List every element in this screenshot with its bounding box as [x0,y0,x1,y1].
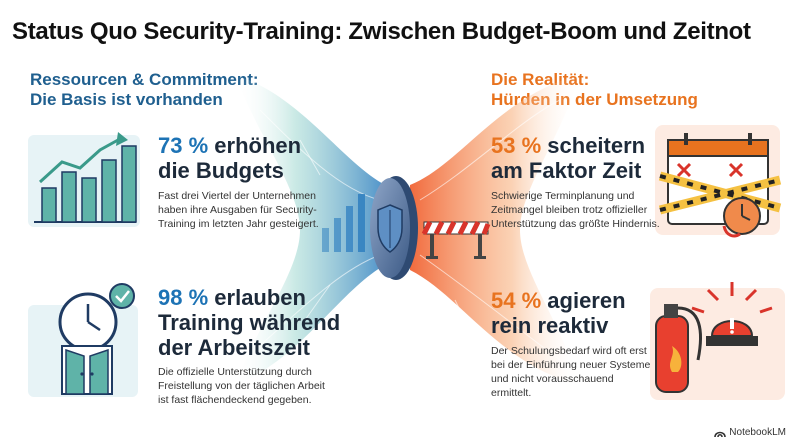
stat-headline-rest: erhöhen [214,133,302,158]
stat-headline: 98 % erlauben [158,285,358,310]
stat-number: 53 % [491,133,542,158]
page-title: Status Quo Security-Training: Zwischen B… [12,18,751,45]
stat-description: Schwierige Terminplanung und Zeitmangel … [491,189,661,231]
calendar-barrier-clock-icon [655,125,782,238]
stat-headline-line3: der Arbeitszeit [158,335,311,360]
stat-headline: 53 % scheitern [491,133,661,158]
fire-extinguisher-alarm-icon [650,282,785,400]
stat-headline: 54 % agieren [491,288,661,313]
desc-line: ermittelt. [491,387,532,399]
clock-door-checkmark-icon [28,283,138,397]
stat-headline-rest: erlauben [214,285,306,310]
desc-line: Training im letzten Jahr gesteigert. [158,218,319,230]
footer-brand: NotebookLM [714,427,786,438]
bar-chart-growth-icon [28,132,140,227]
desc-line: Der Schulungsbedarf wird oft erst [491,345,647,357]
left-heading-line2: Die Basis ist vorhanden [30,90,223,109]
stat-description: Die offizielle Unterstützung durch Freis… [158,365,358,407]
stat-number: 98 % [158,285,209,310]
desc-line: Fast drei Viertel der Unternehmen [158,190,316,202]
desc-line: Unterstützung das größte Hindernis. [491,218,660,230]
notebooklm-logo-icon [714,431,727,437]
stat-time-failure: 53 % scheitern am Faktor Zeit Schwierige… [491,133,661,231]
desc-line: Die offizielle Unterstützung durch [158,366,312,378]
footer-brand-label: NotebookLM [729,427,786,438]
stat-headline-line2: die Budgets [158,158,284,183]
desc-line: haben ihre Ausgaben für Security- [158,204,317,216]
stat-headline-line2: am Faktor Zeit [491,158,642,183]
stat-headline-rest: scheitern [547,133,646,158]
stat-headline-rest: agieren [547,288,626,313]
desc-line: bei der Einführung neuer Systeme [491,359,651,371]
stat-training-worktime: 98 % erlauben Training während der Arbei… [158,285,358,407]
stat-headline: 73 % erhöhen [158,133,358,158]
stat-number: 73 % [158,133,209,158]
left-heading-line1: Ressourcen & Commitment: [30,70,259,89]
barrier-icon [421,220,491,259]
left-section-heading: Ressourcen & Commitment: Die Basis ist v… [30,70,259,110]
stat-headline-line2: Training während [158,310,341,335]
stat-reactive: 54 % agieren rein reaktiv Der Schulungsb… [491,288,661,400]
shield-coin-icon [370,176,418,280]
stat-budget-increase: 73 % erhöhen die Budgets Fast drei Viert… [158,133,358,231]
stat-number: 54 % [491,288,542,313]
stat-description: Der Schulungsbedarf wird oft erst bei de… [491,344,661,400]
stat-description: Fast drei Viertel der Unternehmen haben … [158,189,358,231]
stat-headline-line2: rein reaktiv [491,313,609,338]
desc-line: und nicht vorausschauend [491,373,614,385]
flow-bars [322,194,365,252]
desc-line: Schwierige Terminplanung und [491,190,635,202]
desc-line: Zeitmangel bleiben trotz offizieller [491,204,648,216]
desc-line: ist fast flächendeckend gegeben. [158,394,312,406]
desc-line: Freistellung von der täglichen Arbeit [158,380,325,392]
